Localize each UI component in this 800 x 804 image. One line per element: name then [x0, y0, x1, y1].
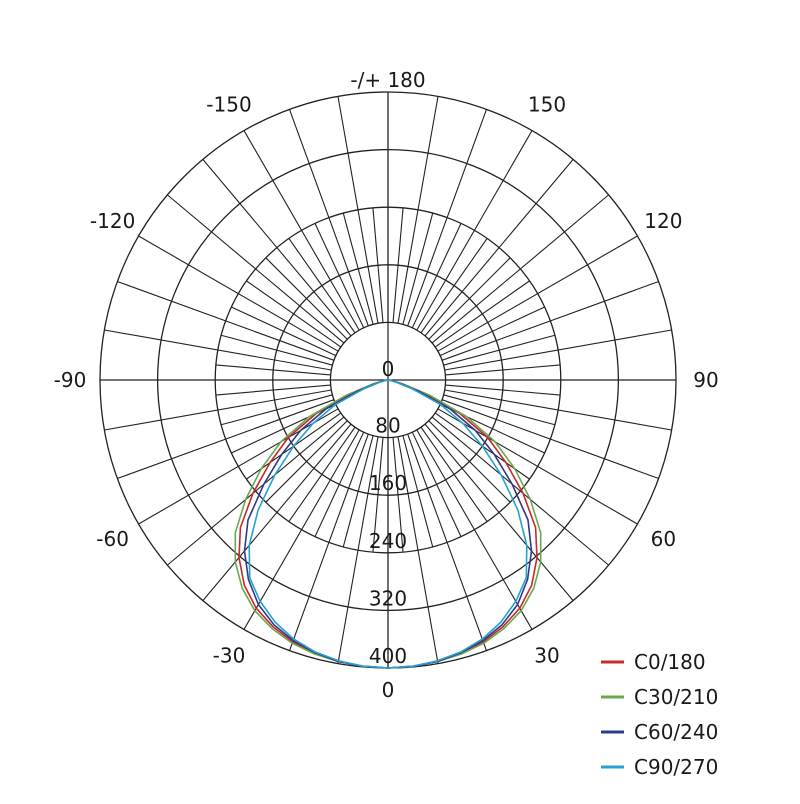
- grid-spoke: [220, 394, 333, 426]
- grid-spoke: [443, 394, 556, 426]
- angle-tick-label: -90: [54, 368, 87, 392]
- angle-tick-label: 90: [693, 368, 718, 392]
- radial-tick-labels: 0 80 160 240 320 400: [369, 357, 407, 668]
- grid-spoke: [397, 436, 439, 664]
- radial-tick-label: 240: [369, 529, 407, 553]
- grid-spoke: [202, 159, 352, 337]
- grid-spoke: [231, 306, 337, 357]
- grid-spoke: [428, 420, 511, 503]
- angle-tick-label: -30: [213, 643, 246, 667]
- grid-spoke: [215, 384, 331, 396]
- grid-spoke: [215, 364, 331, 376]
- legend: C0/180 C30/210 C60/240 C90/270: [601, 650, 718, 779]
- grid-spoke: [265, 420, 348, 503]
- grid-spoke: [342, 435, 374, 548]
- legend-label: C30/210: [634, 685, 718, 709]
- grid-spoke: [434, 280, 530, 348]
- grid-spoke: [246, 280, 342, 348]
- grid-spoke: [372, 437, 384, 553]
- grid-spoke: [416, 429, 533, 630]
- grid-spoke: [202, 423, 352, 601]
- grid-spoke: [431, 416, 609, 566]
- grid-spoke: [243, 130, 360, 331]
- grid-spoke: [138, 235, 339, 352]
- angle-tick-label: -150: [206, 93, 251, 117]
- grid-spoke: [445, 384, 561, 396]
- angle-tick-label: 0: [382, 678, 395, 702]
- angle-tick-label: 150: [528, 93, 566, 117]
- grid-spoke: [437, 235, 638, 352]
- grid-spoke: [167, 194, 345, 344]
- radial-tick-label: 80: [375, 414, 400, 438]
- grid-spoke: [402, 212, 434, 325]
- grid-spoke: [441, 280, 659, 361]
- grid-spoke: [220, 334, 333, 366]
- grid-spoke: [443, 334, 556, 366]
- grid-spoke: [138, 408, 339, 525]
- angle-tick-label: 60: [651, 527, 676, 551]
- grid-spoke: [407, 433, 488, 651]
- grid-spoke: [392, 437, 404, 553]
- angle-tick-label: 30: [534, 643, 559, 667]
- grid-spoke: [288, 426, 356, 522]
- grid-spoke: [243, 429, 360, 630]
- legend-label: C0/180: [634, 650, 706, 674]
- polar-grid: [99, 91, 677, 669]
- grid-spoke: [411, 223, 462, 329]
- grid-spoke: [288, 433, 369, 651]
- legend-label: C90/270: [634, 755, 718, 779]
- grid-spoke: [407, 109, 488, 327]
- grid-spoke: [416, 130, 533, 331]
- grid-spoke: [314, 431, 365, 537]
- angle-tick-labels: 0 30 60 90 120 150 -/+ 180 -150 -120 -90 -60 -30: [54, 68, 719, 702]
- grid-spoke: [314, 223, 365, 329]
- grid-spoke: [444, 389, 672, 431]
- angle-tick-label: -/+ 180: [350, 68, 425, 92]
- series-curve-C90-270: [248, 379, 528, 669]
- grid-spoke: [337, 96, 379, 324]
- grid-spoke: [288, 238, 356, 334]
- grid-spoke: [424, 159, 574, 337]
- grid-spoke: [265, 257, 348, 340]
- grid-spoke: [428, 257, 511, 340]
- grid-spoke: [397, 96, 439, 324]
- grid-spoke: [337, 436, 379, 664]
- grid-spoke: [117, 399, 335, 480]
- grid-spoke: [439, 306, 545, 357]
- grid-spoke: [411, 431, 462, 537]
- grid-spoke: [392, 207, 404, 323]
- grid-spoke: [342, 212, 374, 325]
- grid-spoke: [372, 207, 384, 323]
- grid-spoke: [288, 109, 369, 327]
- grid-spoke: [104, 329, 332, 371]
- grid-spoke: [117, 280, 335, 361]
- grid-spoke: [104, 389, 332, 431]
- grid-spoke: [420, 426, 488, 522]
- grid-spoke: [420, 238, 488, 334]
- angle-tick-label: 120: [644, 209, 682, 233]
- angle-tick-label: -120: [90, 209, 135, 233]
- grid-spoke: [437, 408, 638, 525]
- radial-tick-label: 160: [369, 471, 407, 495]
- grid-spoke: [167, 416, 345, 566]
- radial-tick-label: 320: [369, 586, 407, 610]
- grid-spoke: [445, 364, 561, 376]
- grid-spoke: [402, 435, 434, 548]
- grid-spoke: [441, 399, 659, 480]
- grid-spoke: [424, 423, 574, 601]
- grid-spoke: [431, 194, 609, 344]
- series-curves: [234, 379, 542, 669]
- grid-spoke: [444, 329, 672, 371]
- radial-tick-label: 0: [382, 357, 395, 381]
- radial-tick-label: 400: [369, 644, 407, 668]
- legend-label: C60/240: [634, 720, 718, 744]
- angle-tick-label: -60: [96, 527, 129, 551]
